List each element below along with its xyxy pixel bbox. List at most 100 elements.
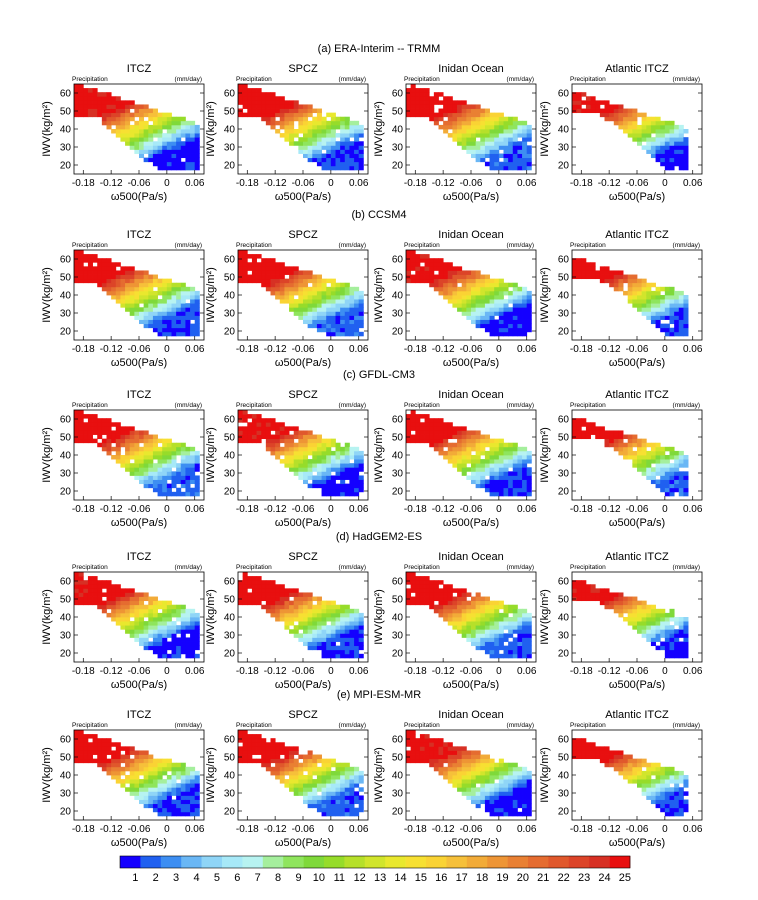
heatmap-cell (87, 576, 93, 581)
heatmap-cell (303, 633, 309, 638)
heatmap-cell (419, 270, 425, 275)
heatmap-cell (270, 116, 276, 122)
heatmap-cell (307, 145, 313, 150)
heatmap-cell (247, 108, 253, 114)
heatmap-cell (669, 165, 675, 171)
heatmap-cell (354, 311, 360, 316)
heatmap-cell (166, 278, 172, 284)
heatmap-cell (152, 471, 158, 476)
heatmap-cell (242, 750, 248, 755)
heatmap-cell (410, 584, 416, 589)
heatmap-cell (284, 434, 290, 440)
heatmap-cell (489, 653, 495, 659)
heatmap-cell (335, 116, 341, 122)
heatmap-cell (340, 303, 346, 308)
x-tick-label: -0.12 (432, 344, 455, 355)
heatmap-cell (517, 311, 523, 316)
heatmap-cell (157, 471, 163, 476)
heatmap-cell (494, 161, 500, 167)
unit-label: (mm/day) (175, 76, 202, 83)
heatmap-cell (289, 120, 295, 126)
heatmap-cell (484, 149, 490, 154)
heatmap-cell (484, 600, 490, 606)
heatmap-cell (424, 108, 430, 114)
heatmap-cell (307, 629, 313, 634)
heatmap-cell (674, 467, 680, 472)
heatmap-cell (289, 129, 295, 134)
heatmap-cell (498, 483, 504, 489)
heatmap-cell (452, 129, 458, 134)
heatmap-cell (326, 286, 332, 292)
heatmap-cell (92, 266, 98, 271)
heatmap-cell (512, 491, 518, 497)
heatmap-cell (475, 295, 481, 300)
heatmap-cell (512, 653, 518, 659)
heatmap-cell (429, 116, 435, 122)
heatmap-cell (526, 487, 532, 493)
heatmap-cell (335, 161, 341, 167)
heatmap-cell (270, 274, 276, 280)
heatmap-cell (284, 290, 290, 296)
x-tick-label: 0 (496, 344, 502, 355)
heatmap-cell (646, 475, 652, 480)
heatmap-cell (284, 762, 290, 768)
x-tick-label: -0.06 (460, 178, 483, 189)
heatmap-cell (261, 434, 267, 440)
heatmap-cell (424, 266, 430, 271)
heatmap-cell (312, 149, 318, 154)
heatmap-cell (646, 124, 652, 130)
precip-label: Precipitation (570, 76, 606, 83)
heatmap-cell (664, 286, 670, 292)
heatmap-cell (115, 766, 121, 772)
heatmap-cell (503, 633, 509, 638)
heatmap-cell (447, 133, 453, 138)
heatmap-cell (354, 491, 360, 497)
heatmap-cell (92, 422, 98, 427)
heatmap-cell (316, 299, 322, 304)
heatmap-cell (303, 120, 309, 126)
heatmap-cell (429, 588, 435, 593)
heatmap-cell (655, 479, 661, 485)
heatmap-cell (106, 738, 112, 743)
x-tick-label: 0 (164, 824, 170, 835)
heatmap-cell (270, 266, 276, 271)
heatmap-cell (326, 307, 332, 312)
heatmap-cell (180, 467, 186, 472)
heatmap-cell (176, 149, 182, 154)
heatmap-cell (466, 299, 472, 304)
heatmap-cell (452, 303, 458, 308)
heatmap-cell (466, 120, 472, 126)
heatmap-cell (74, 270, 80, 275)
heatmap-cell (340, 612, 346, 618)
heatmap-cell (97, 278, 103, 284)
heatmap-cell (349, 455, 355, 460)
heatmap-cell (646, 299, 652, 304)
x-tick-label: -0.18 (236, 178, 259, 189)
heatmap-cell (316, 596, 322, 602)
heatmap-cell (326, 137, 332, 142)
heatmap-cell (261, 418, 267, 423)
heatmap-cell (256, 580, 262, 585)
heatmap-cell (316, 612, 322, 618)
heatmap-cell (265, 258, 271, 263)
heatmap-cell (646, 621, 652, 626)
heatmap-cell (157, 637, 163, 642)
heatmap-cell (330, 278, 336, 284)
heatmap-cell (289, 446, 295, 452)
heatmap-cell (115, 779, 121, 784)
x-tick-label: -0.12 (100, 344, 123, 355)
heatmap-cell (171, 608, 177, 614)
heatmap-cell (419, 100, 425, 105)
heatmap-cell (457, 112, 463, 118)
heatmap-cell (410, 580, 416, 585)
heatmap-cell (194, 811, 200, 817)
heatmap-cell (289, 455, 295, 460)
heatmap-cell (494, 463, 500, 468)
y-tick-label: 50 (558, 433, 570, 444)
heatmap-cell (678, 323, 684, 329)
heatmap-cell (180, 799, 186, 805)
heatmap-cell (494, 165, 500, 171)
heatmap-cell (279, 746, 285, 751)
heatmap-cell (471, 617, 477, 622)
heatmap-cell (429, 580, 435, 585)
